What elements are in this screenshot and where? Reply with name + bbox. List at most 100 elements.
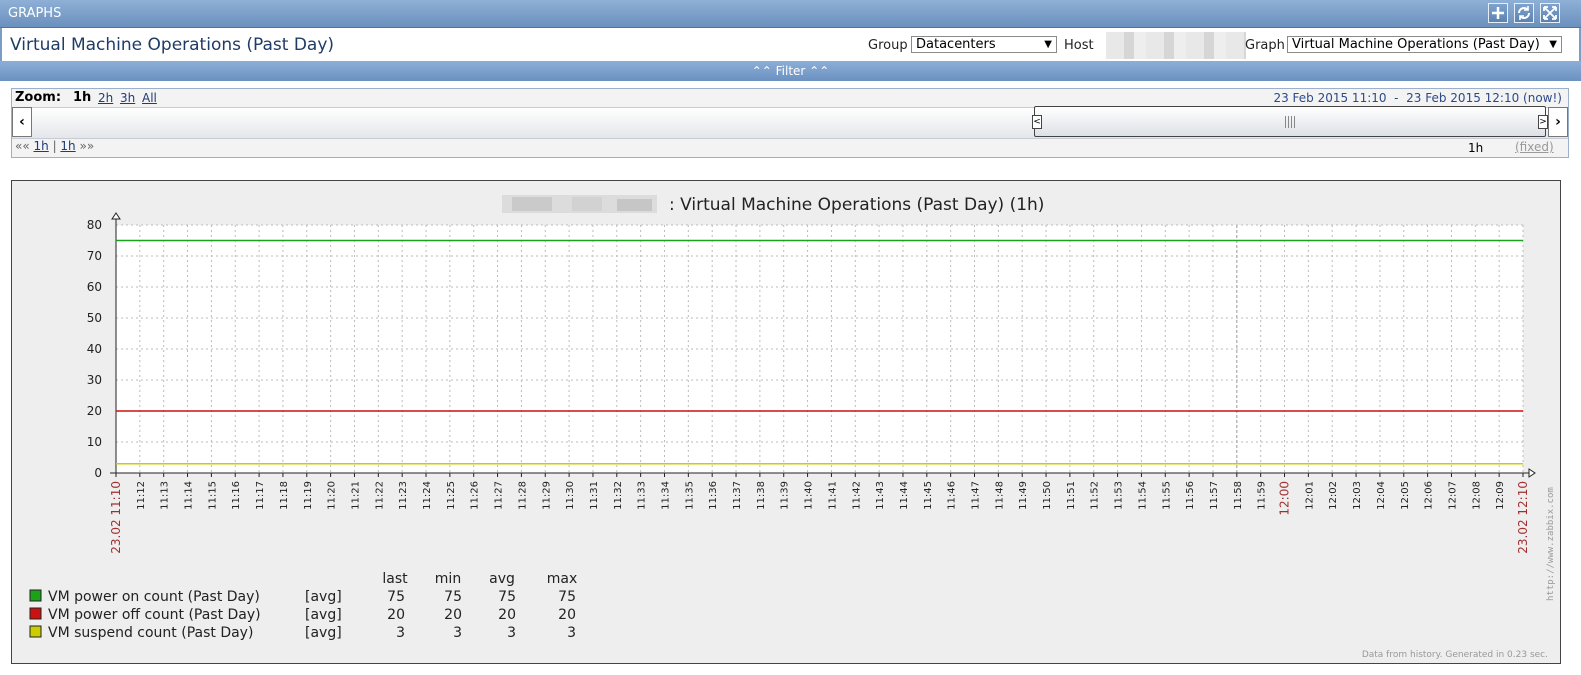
chart-axes bbox=[110, 212, 1536, 478]
x-tick-label: 11:19 bbox=[303, 481, 314, 510]
timeline-thumb[interactable]: < > bbox=[1032, 106, 1548, 137]
zoom-option-3h[interactable]: 3h bbox=[120, 91, 136, 105]
x-tick-label: 11:40 bbox=[804, 481, 815, 510]
period-length: 1h bbox=[1468, 141, 1484, 155]
x-tick-label: 11:53 bbox=[1114, 481, 1125, 510]
x-tick-label: 12:01 bbox=[1304, 481, 1315, 510]
fixed-toggle[interactable]: (fixed) bbox=[1515, 140, 1554, 154]
legend-item-name: VM power off count (Past Day) bbox=[48, 607, 261, 623]
x-tick-label: 11:55 bbox=[1161, 481, 1172, 510]
y-tick-label: 50 bbox=[87, 311, 102, 325]
x-tick-label: 12:02 bbox=[1328, 481, 1339, 510]
legend-value-last: 75 bbox=[387, 589, 405, 605]
x-tick-label: 11:21 bbox=[350, 481, 361, 510]
graph-panel: : Virtual Machine Operations (Past Day) … bbox=[11, 180, 1561, 664]
x-tick-label: 11:29 bbox=[541, 481, 552, 510]
legend-value-avg: 75 bbox=[498, 589, 516, 605]
nav-back-1h[interactable]: 1h bbox=[33, 139, 49, 153]
legend-header: avg bbox=[489, 571, 515, 587]
y-tick-label: 20 bbox=[87, 404, 102, 418]
legend-value-last: 3 bbox=[396, 625, 405, 641]
x-tick-label: 11:37 bbox=[732, 481, 743, 510]
scroll-right-button[interactable]: › bbox=[1548, 107, 1568, 137]
x-tick-label: 11:50 bbox=[1042, 481, 1053, 510]
graph-titlebar: Virtual Machine Operations (Past Day) Gr… bbox=[0, 28, 1581, 61]
x-tick-label: 11:32 bbox=[613, 481, 624, 510]
nav-forward-1h[interactable]: 1h bbox=[60, 139, 76, 153]
x-tick-label: 11:59 bbox=[1257, 481, 1268, 510]
x-tick-label: 11:18 bbox=[279, 481, 290, 510]
x-tick-label: 12:07 bbox=[1447, 481, 1458, 510]
filter-toggle[interactable]: ⌃⌃ Filter ⌃⌃ bbox=[0, 61, 1581, 81]
zoom-active-1h[interactable]: 1h bbox=[73, 90, 92, 105]
nav-separator: | bbox=[48, 139, 61, 153]
chart-series bbox=[116, 239, 1523, 465]
filter-label: Filter bbox=[775, 64, 806, 78]
legend-item-name: VM power on count (Past Day) bbox=[48, 589, 260, 605]
period-separator: - bbox=[1394, 91, 1399, 105]
legend-value-min: 3 bbox=[453, 625, 462, 641]
zoom-option-2h[interactable]: 2h bbox=[98, 91, 114, 105]
zoom-option-all[interactable]: All bbox=[142, 91, 157, 105]
plot-area bbox=[116, 225, 1523, 473]
generation-footer: Data from history. Generated in 0.23 sec… bbox=[1362, 650, 1548, 660]
x-tick-label: 11:13 bbox=[160, 481, 171, 510]
x-tick-label: 11:12 bbox=[136, 481, 147, 510]
chart-grid bbox=[116, 224, 1524, 474]
y-tick-label: 40 bbox=[87, 342, 102, 356]
nav-back-arrows: «« bbox=[15, 139, 34, 153]
legend-value-max: 75 bbox=[558, 589, 576, 605]
x-tick-label: 12:05 bbox=[1400, 481, 1411, 510]
x-tick-label: 11:42 bbox=[851, 481, 862, 510]
thumb-right-handle[interactable]: > bbox=[1538, 115, 1548, 129]
y-tick-labels: 0 10 20 30 40 50 60 70 80 bbox=[87, 218, 102, 480]
x-tick-label: 23.02 11:10 bbox=[109, 481, 123, 554]
y-tick-label: 30 bbox=[87, 373, 102, 387]
x-tick-label: 11:44 bbox=[899, 481, 910, 510]
legend-value-max: 3 bbox=[567, 625, 576, 641]
line-chart: : Virtual Machine Operations (Past Day) … bbox=[29, 195, 1556, 660]
legend-item-func: [avg] bbox=[305, 589, 342, 605]
y-tick-label: 70 bbox=[87, 249, 102, 263]
y-tick-label: 80 bbox=[87, 218, 102, 232]
y-tick-label: 60 bbox=[87, 280, 102, 294]
x-tick-label: 11:25 bbox=[446, 481, 457, 510]
x-tick-label: 11:23 bbox=[398, 481, 409, 510]
scroll-left-button[interactable]: ‹ bbox=[12, 107, 32, 137]
x-tick-label: 11:15 bbox=[207, 481, 218, 510]
thumb-left-handle[interactable]: < bbox=[1032, 115, 1042, 129]
period-range: 23 Feb 2015 11:10 - 23 Feb 2015 12:10 (n… bbox=[1273, 91, 1562, 105]
header-title: GRAPHS bbox=[8, 6, 62, 21]
x-tick-label: 11:14 bbox=[184, 481, 195, 510]
x-tick-label: 11:51 bbox=[1066, 481, 1077, 510]
x-tick-label: 11:33 bbox=[637, 481, 648, 510]
x-tick-label: 11:49 bbox=[1018, 481, 1029, 510]
legend-value-last: 20 bbox=[387, 607, 405, 623]
legend-value-min: 75 bbox=[444, 589, 462, 605]
x-axis-arrow bbox=[1528, 468, 1536, 478]
group-label: Group bbox=[868, 38, 908, 53]
group-select[interactable]: Datacenters ▼ bbox=[911, 36, 1057, 53]
page-title: Virtual Machine Operations (Past Day) bbox=[10, 35, 335, 55]
x-tick-label: 11:58 bbox=[1233, 481, 1244, 510]
add-to-favorites-button[interactable] bbox=[1488, 3, 1508, 23]
host-select-obscured[interactable] bbox=[1106, 32, 1246, 59]
legend-item-func: [avg] bbox=[305, 607, 342, 623]
y-tick-label: 0 bbox=[94, 466, 102, 480]
period-end: 23 Feb 2015 12:10 (now!) bbox=[1406, 91, 1562, 105]
graph-select[interactable]: Virtual Machine Operations (Past Day) ▼ bbox=[1287, 36, 1562, 53]
x-tick-label: 11:45 bbox=[923, 481, 934, 510]
legend-value-avg: 20 bbox=[498, 607, 516, 623]
x-tick-label: 11:48 bbox=[994, 481, 1005, 510]
x-tick-label: 11:24 bbox=[422, 481, 433, 510]
x-tick-label: 11:57 bbox=[1209, 481, 1220, 510]
zabbix-watermark: http://www.zabbix.com bbox=[1546, 487, 1556, 601]
x-tick-label: 11:27 bbox=[494, 481, 505, 510]
period-start: 23 Feb 2015 11:10 bbox=[1273, 91, 1387, 105]
x-tick-label: 11:17 bbox=[255, 481, 266, 510]
x-tick-label: 12:04 bbox=[1376, 481, 1387, 510]
x-tick-label: 11:54 bbox=[1137, 481, 1148, 510]
x-tick-label: 11:30 bbox=[565, 481, 576, 510]
refresh-button[interactable] bbox=[1514, 3, 1534, 23]
fullscreen-button[interactable] bbox=[1540, 3, 1560, 23]
